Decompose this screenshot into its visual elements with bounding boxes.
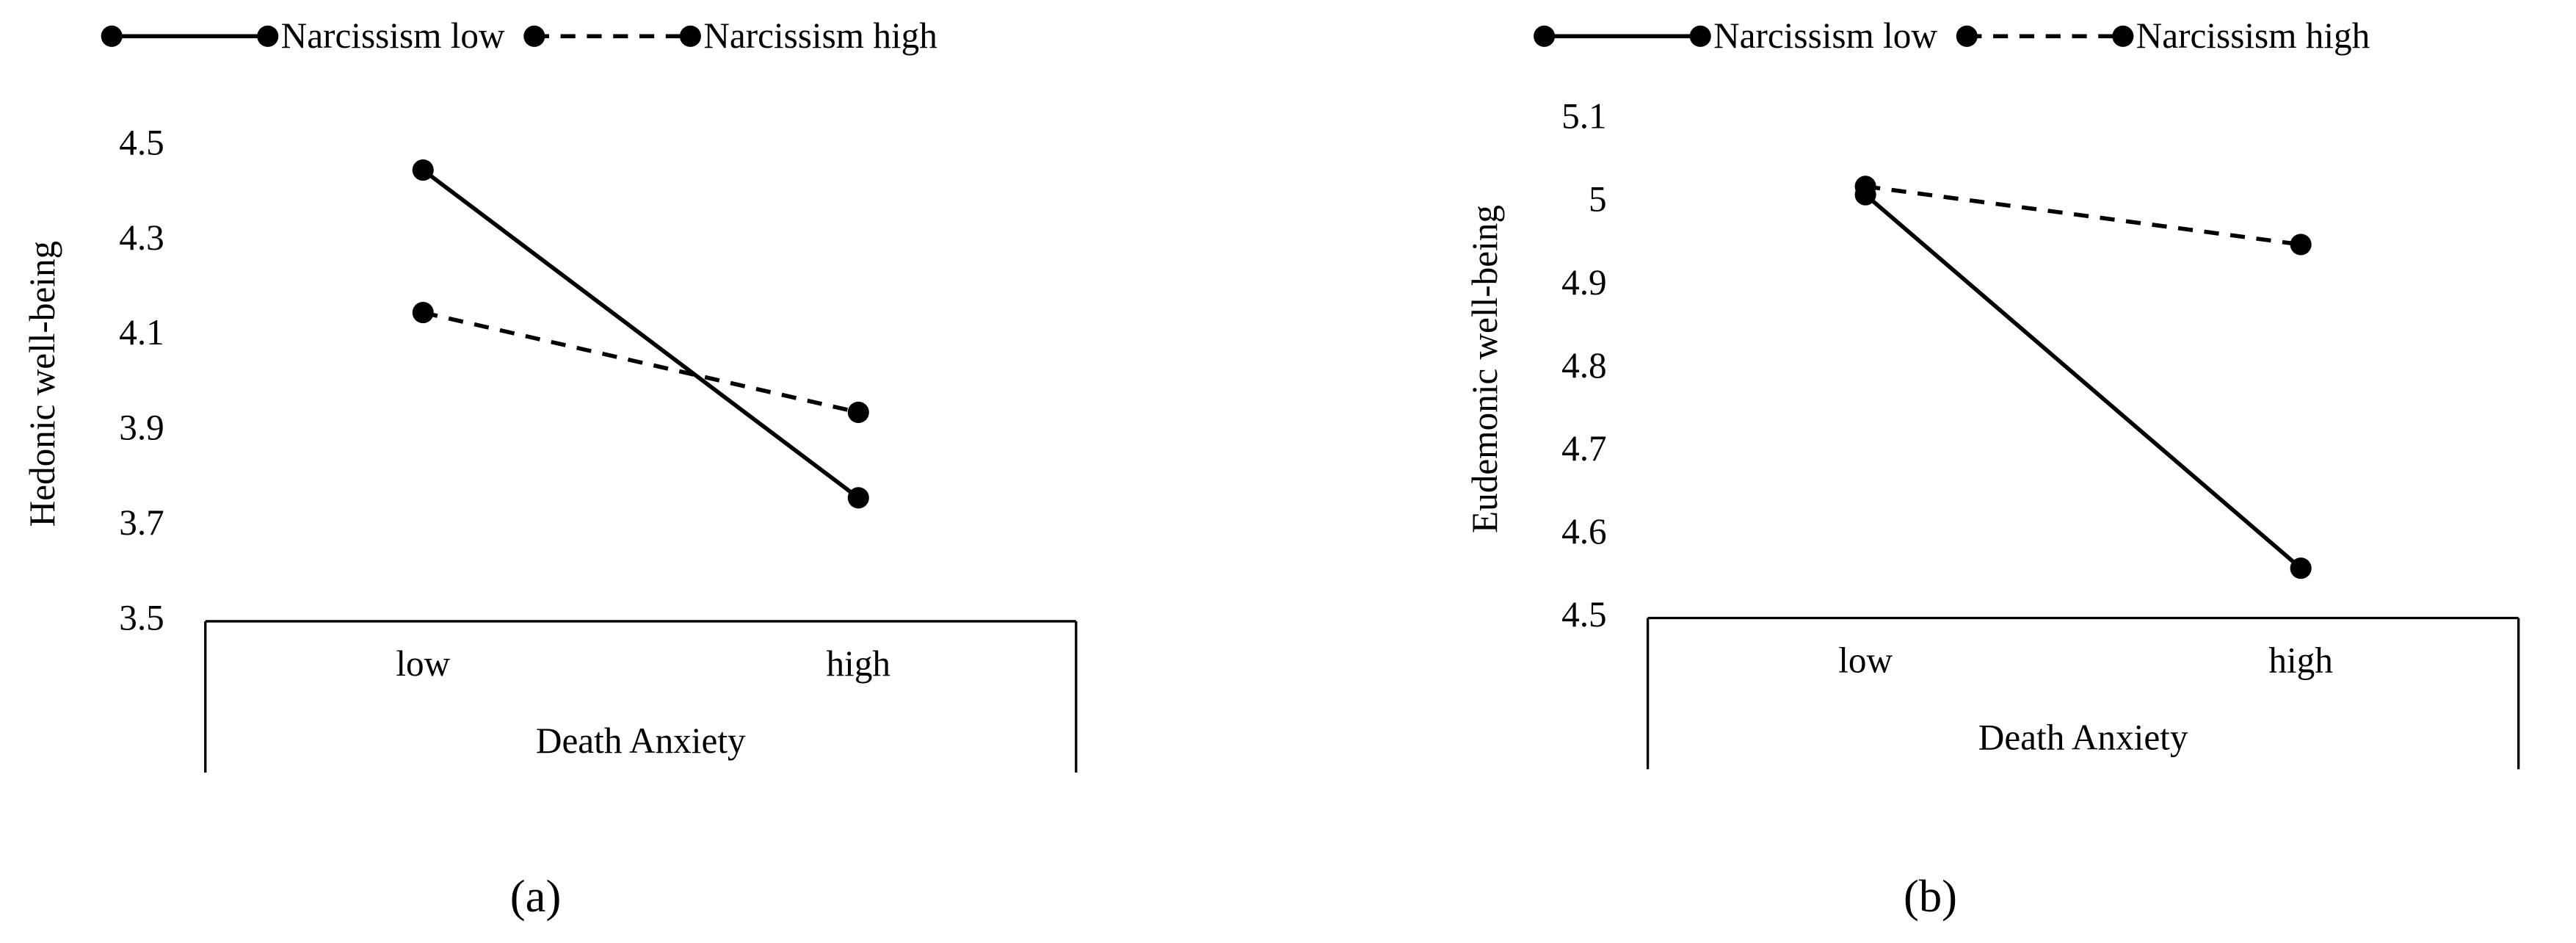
legend-marker — [679, 25, 701, 47]
legend-marker — [2112, 25, 2134, 47]
x-tick-label: low — [1838, 640, 1893, 680]
legend-label: Narcissism high — [2136, 15, 2370, 56]
y-tick-label: 4.1 — [119, 312, 164, 353]
x-axis-title: Death Anxiety — [1978, 718, 2188, 758]
y-tick-label: 4.9 — [1561, 262, 1607, 303]
y-tick-label: 3.5 — [119, 597, 164, 637]
panel-label: (b) — [1904, 870, 1957, 922]
series-line — [1864, 193, 2302, 570]
marker — [2290, 234, 2312, 256]
legend-marker — [257, 25, 279, 47]
y-axis-title: Hedonic well-being — [22, 241, 62, 527]
series-line — [422, 310, 859, 415]
y-tick-label: 4.8 — [1561, 345, 1607, 386]
marker — [412, 159, 434, 181]
x-tick-label: high — [2268, 640, 2333, 680]
y-tick-label: 4.6 — [1561, 511, 1607, 552]
x-tick-label: high — [827, 643, 891, 684]
y-axis-title: Eudemonic well-being — [1465, 205, 1505, 533]
marker — [2290, 557, 2312, 579]
y-tick-label: 5 — [1589, 179, 1607, 220]
y-tick-label: 4.3 — [119, 217, 164, 258]
marker — [847, 401, 869, 423]
series-line — [1865, 184, 2301, 247]
legend-marker — [1956, 25, 1978, 47]
legend-label: Narcissism low — [1713, 15, 1937, 56]
legend-marker — [523, 25, 545, 47]
panel-label: (a) — [510, 870, 562, 922]
y-tick-label: 4.5 — [119, 123, 164, 163]
legend-label: Narcissism low — [281, 15, 505, 56]
legend-marker — [101, 25, 123, 47]
marker — [847, 487, 869, 509]
y-tick-label: 4.5 — [1561, 594, 1607, 635]
legend-label: Narcissism high — [703, 15, 937, 56]
series-line — [421, 168, 860, 500]
x-axis-title: Death Anxiety — [536, 720, 746, 761]
legend-marker — [1534, 25, 1556, 47]
y-tick-label: 4.7 — [1561, 428, 1607, 469]
legend-marker — [1689, 25, 1711, 47]
marker — [412, 302, 434, 324]
y-tick-label: 3.9 — [119, 408, 164, 448]
y-tick-label: 5.1 — [1561, 96, 1607, 137]
marker — [1854, 176, 1876, 198]
y-tick-label: 3.7 — [119, 502, 164, 543]
x-tick-label: low — [396, 643, 450, 684]
